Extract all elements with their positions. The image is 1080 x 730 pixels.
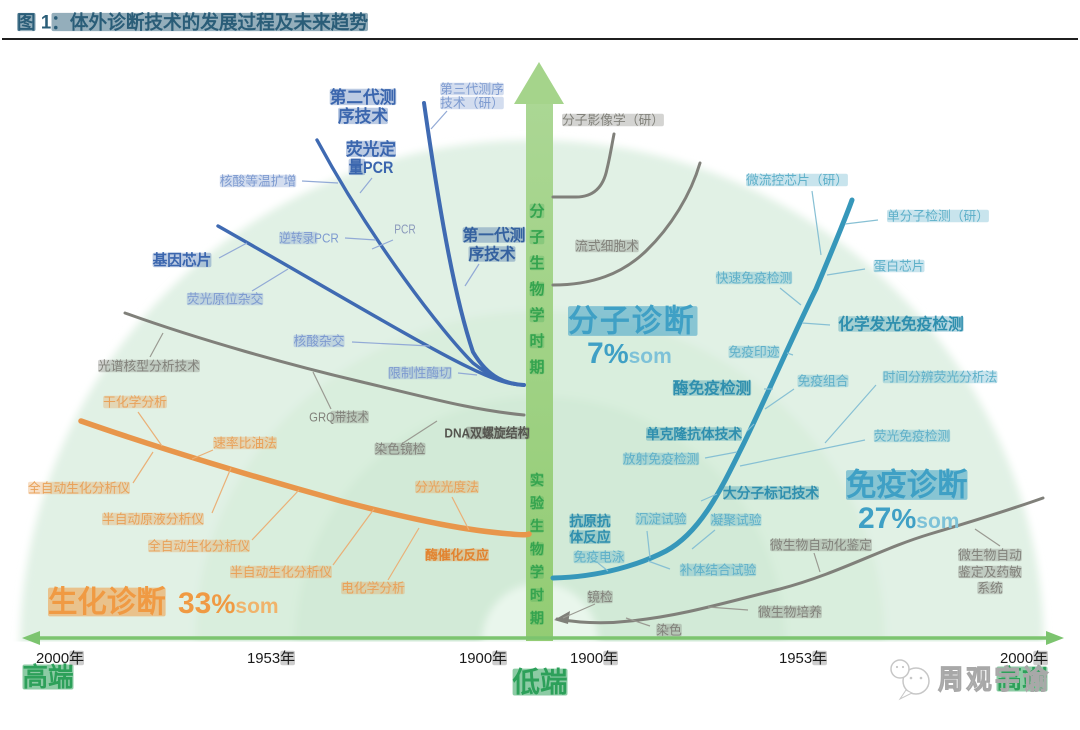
svg-text:核酸等温扩增: 核酸等温扩增 bbox=[220, 173, 296, 188]
svg-text:27%som: 27%som bbox=[858, 502, 959, 535]
svg-text:沉淀试验: 沉淀试验 bbox=[636, 511, 687, 526]
svg-text:序技术: 序技术 bbox=[469, 244, 516, 263]
svg-text:分子影像学（研）: 分子影像学（研） bbox=[562, 112, 664, 127]
svg-text:期: 期 bbox=[530, 610, 544, 626]
svg-text:1900年: 1900年 bbox=[459, 650, 507, 667]
svg-text:荧光原位杂交: 荧光原位杂交 bbox=[187, 291, 263, 306]
svg-text:流式细胞术: 流式细胞术 bbox=[575, 238, 639, 253]
svg-text:7%som: 7%som bbox=[587, 337, 672, 370]
svg-text:1953年: 1953年 bbox=[247, 650, 295, 667]
svg-text:学: 学 bbox=[530, 564, 544, 580]
svg-text:分光光度法: 分光光度法 bbox=[415, 479, 479, 494]
svg-text:蛋白芯片: 蛋白芯片 bbox=[874, 258, 925, 273]
svg-text:化学发光免疫检测: 化学发光免疫检测 bbox=[838, 314, 963, 333]
svg-text:荧光免疫检测: 荧光免疫检测 bbox=[874, 428, 950, 443]
svg-text:免疫电泳: 免疫电泳 bbox=[574, 549, 625, 564]
svg-text:低端: 低端 bbox=[512, 667, 568, 698]
svg-text:第二代测: 第二代测 bbox=[330, 87, 397, 107]
svg-text:半自动生化分析仪: 半自动生化分析仪 bbox=[230, 564, 332, 579]
svg-text:验: 验 bbox=[530, 495, 545, 511]
svg-text:鉴定及药敏: 鉴定及药敏 bbox=[958, 564, 1022, 579]
svg-text:荧光定: 荧光定 bbox=[346, 139, 396, 159]
svg-text:酶免疫检测: 酶免疫检测 bbox=[673, 378, 751, 397]
svg-text:2000年: 2000年 bbox=[1000, 650, 1048, 667]
svg-text:核酸杂交: 核酸杂交 bbox=[294, 333, 345, 348]
svg-text:免疫组合: 免疫组合 bbox=[798, 373, 849, 388]
svg-text:高端: 高端 bbox=[997, 664, 1048, 694]
svg-text:全自动生化分析仪: 全自动生化分析仪 bbox=[148, 538, 250, 553]
svg-text:电化学分析: 电化学分析 bbox=[341, 580, 405, 595]
svg-text:序技术: 序技术 bbox=[338, 106, 388, 126]
svg-text:第三代测序: 第三代测序 bbox=[440, 81, 504, 96]
svg-text:免疫诊断: 免疫诊断 bbox=[846, 468, 968, 503]
svg-text:凝聚试验: 凝聚试验 bbox=[711, 512, 762, 527]
svg-text:光谱核型分析技术: 光谱核型分析技术 bbox=[98, 358, 200, 373]
svg-text:快速免疫检测: 快速免疫检测 bbox=[716, 270, 792, 285]
svg-text:时: 时 bbox=[529, 333, 544, 350]
svg-text:1900年: 1900年 bbox=[570, 650, 618, 667]
svg-text:基因芯片: 基因芯片 bbox=[152, 251, 212, 269]
svg-text:染色镜检: 染色镜检 bbox=[375, 441, 426, 456]
svg-text:1953年: 1953年 bbox=[779, 650, 827, 667]
svg-text:限制性酶切: 限制性酶切 bbox=[388, 365, 452, 380]
svg-text:GRQ带技术: GRQ带技术 bbox=[309, 409, 369, 424]
svg-text:微生物自动: 微生物自动 bbox=[958, 547, 1022, 562]
svg-text:干化学分析: 干化学分析 bbox=[103, 394, 167, 409]
svg-text:微生物培养: 微生物培养 bbox=[758, 604, 822, 619]
svg-text:酶催化反应: 酶催化反应 bbox=[425, 547, 489, 562]
svg-text:高端: 高端 bbox=[23, 662, 74, 692]
svg-text:染色: 染色 bbox=[656, 622, 682, 637]
svg-text:免疫印迹: 免疫印迹 bbox=[729, 344, 780, 359]
svg-text:速率比油法: 速率比油法 bbox=[213, 435, 277, 450]
svg-text:时: 时 bbox=[530, 587, 544, 603]
svg-text:大分子标记技术: 大分子标记技术 bbox=[723, 485, 819, 501]
svg-text:半自动原液分析仪: 半自动原液分析仪 bbox=[102, 511, 204, 526]
svg-text:生: 生 bbox=[530, 518, 544, 534]
svg-text:学: 学 bbox=[529, 306, 544, 324]
svg-text:时间分辨荧光分析法: 时间分辨荧光分析法 bbox=[883, 369, 998, 384]
svg-text:镜检: 镜检 bbox=[587, 589, 613, 604]
svg-text:周观宇谕: 周观宇谕 bbox=[938, 664, 1051, 695]
svg-text:图 1：体外诊断技术的发展过程及未来趋势: 图 1：体外诊断技术的发展过程及未来趋势 bbox=[17, 11, 368, 34]
svg-text:DNA双螺旋结构: DNA双螺旋结构 bbox=[444, 425, 529, 440]
svg-text:单克隆抗体技术: 单克隆抗体技术 bbox=[646, 426, 742, 442]
svg-text:生: 生 bbox=[529, 254, 544, 272]
svg-text:补体结合试验: 补体结合试验 bbox=[680, 562, 756, 577]
svg-text:放射免疫检测: 放射免疫检测 bbox=[623, 451, 699, 466]
svg-text:全自动生化分析仪: 全自动生化分析仪 bbox=[28, 480, 130, 495]
svg-text:抗原抗: 抗原抗 bbox=[569, 513, 610, 529]
svg-text:第一代测: 第一代测 bbox=[463, 225, 526, 244]
svg-text:生化诊断: 生化诊断 bbox=[48, 586, 166, 619]
svg-text:子: 子 bbox=[529, 229, 544, 246]
svg-text:逆转录PCR: 逆转录PCR bbox=[279, 230, 339, 245]
svg-text:微生物自动化鉴定: 微生物自动化鉴定 bbox=[770, 537, 872, 552]
svg-text:单分子检测（研）: 单分子检测（研） bbox=[887, 208, 989, 223]
svg-text:系统: 系统 bbox=[977, 580, 1003, 595]
svg-text:物: 物 bbox=[529, 280, 544, 298]
svg-text:分: 分 bbox=[529, 203, 544, 220]
svg-text:量PCR: 量PCR bbox=[349, 157, 394, 177]
svg-text:分子诊断: 分子诊断 bbox=[568, 304, 696, 339]
svg-text:物: 物 bbox=[530, 541, 544, 557]
svg-text:体反应: 体反应 bbox=[569, 529, 610, 545]
svg-text:微流控芯片（研）: 微流控芯片（研） bbox=[746, 172, 848, 187]
svg-text:PCR: PCR bbox=[394, 221, 416, 236]
svg-text:期: 期 bbox=[529, 358, 544, 376]
svg-text:实: 实 bbox=[530, 472, 544, 488]
svg-text:2000年: 2000年 bbox=[36, 650, 84, 667]
svg-text:技术（研）: 技术（研） bbox=[440, 95, 504, 110]
